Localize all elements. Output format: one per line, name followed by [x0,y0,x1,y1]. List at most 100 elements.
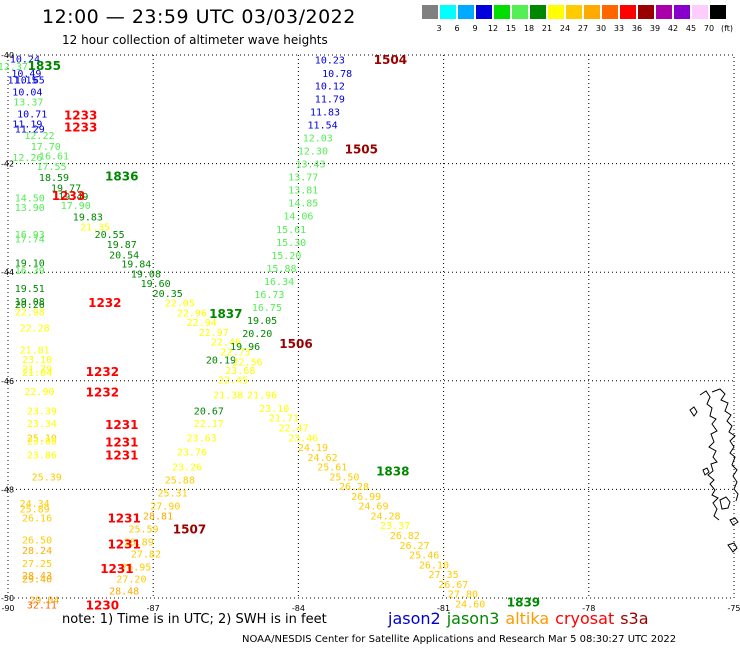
wave-height-value: 25.39 [32,472,62,483]
wave-height-value: 32.11 [27,601,57,612]
wave-height-value: 23.39 [27,407,57,418]
scale-label: 27 [577,24,589,33]
wave-height-value: 29.40 [22,574,52,585]
scale-label: 36 [631,24,643,33]
wave-height-value: 25.46 [409,551,439,562]
scale-swatch [512,5,529,19]
pass-number-label: 1231 [105,436,138,450]
scale-label: 30 [595,24,607,33]
wave-height-value: 13.37 [13,98,43,109]
wave-height-value: 28.43 [22,571,52,582]
pass-labels: 1835123312331836123312321837150612321232… [28,53,541,613]
scale-label: 70 [703,24,715,33]
wave-height-value: 21.38 [213,390,243,401]
wave-height-value: 10.78 [322,69,352,80]
scale-label: (ft) [720,24,734,33]
track-points: 10.2412.3710.4911.1510.6510.0413.3710.71… [0,54,485,611]
wave-height-value: 20.55 [95,230,125,241]
scale-swatch [530,5,547,19]
wave-height-value: 22.96 [177,308,207,319]
wave-height-value: 16.39 [15,266,45,277]
wave-height-value: 12.37 [0,62,28,73]
wave-height-value: 11.19 [12,119,42,130]
legend-altika: altika [505,609,550,628]
scale-swatch [620,5,637,19]
pass-number-label: 1231 [107,512,140,526]
lat-tick-label: -46 [1,377,14,386]
wave-height-value: 22.94 [187,318,217,329]
pass-number-label: 1839 [507,595,540,609]
pass-number-label: 1233 [64,109,97,123]
wave-height-value: 25.59 [128,524,158,535]
legend-cryosat: cryosat [555,609,615,628]
wave-height-value: 28.48 [109,586,139,597]
wave-height-value: 22.45 [218,376,248,387]
wave-height-value: 26.10 [419,560,449,571]
legend-jason2: jason2 [388,609,441,628]
wave-height-value: 26.82 [390,531,420,542]
wave-height-value: 16.93 [15,230,45,241]
wave-height-value: 14.06 [283,212,313,223]
wave-height-value: 20.67 [194,407,224,418]
lon-tick-label: -87 [147,604,160,613]
wave-height-value: 20.35 [153,289,183,300]
wave-height-value: 12.03 [303,134,333,145]
scale-label: 45 [685,24,697,33]
wave-height-value: 27.80 [448,590,478,601]
wave-height-value: 16.61 [39,151,69,162]
wave-height-value: 19.08 [15,297,45,308]
wave-height-value: 25.31 [158,489,188,500]
wave-height-value: 15.61 [276,225,306,236]
wave-height-value: 19.84 [121,260,151,271]
wave-height-value: 20.19 [206,356,236,367]
scale-label: 42 [667,24,679,33]
wave-height-value: 22.98 [15,307,45,318]
pass-number-label: 1232 [86,365,119,379]
legend-s3a: s3a [620,609,649,628]
wave-height-value: 24.69 [358,502,388,513]
wave-height-value: 25.88 [165,476,195,487]
pass-number-label: 1506 [279,337,312,351]
scale-label: 33 [613,24,625,33]
wave-height-value: 19.49 [58,192,88,203]
wave-height-value: 28.81 [143,511,173,522]
wave-height-value: 17.74 [15,235,45,246]
wave-height-value: 17.70 [31,142,61,153]
wave-height-value: 23.68 [225,366,255,377]
axis-ticks: -90 -87 -84 -81 -78 -75 -40 -42 -44 -46 -48 -50 [1,51,740,613]
satellite-legend: jason2 jason3 altika cryosat s3a [388,609,655,628]
wave-height-value: 11.83 [310,107,340,118]
scale-swatch [494,5,511,19]
lat-lon-grid [7,54,735,599]
wave-height-value: 27.82 [131,549,161,560]
wave-height-value: 22.73 [220,347,250,358]
wave-height-value: 22.46 [211,338,241,349]
scale-swatch [422,5,439,19]
wave-height-value: 20.26 [15,300,45,311]
scale-swatch [656,5,673,19]
wave-height-value: 10.65 [15,75,45,86]
wave-height-value: 22.05 [165,299,195,310]
wave-height-value: 10.23 [315,55,345,66]
scale-swatch [476,5,493,19]
wave-height-value: 16.34 [264,277,294,288]
wave-height-value: 17.55 [37,162,67,173]
wave-height-value: 26.89 [124,538,154,549]
wave-height-value: 16.75 [252,303,282,314]
pass-number-label: 1504 [374,53,407,67]
pass-number-label: 1231 [105,418,138,432]
wave-height-value: 27.20 [116,574,146,585]
scale-swatch [584,5,601,19]
lat-tick-label: -50 [1,594,14,603]
wave-height-value: 22.47 [279,423,309,434]
wave-height-value: 27.35 [429,570,459,581]
wave-height-value: 23.76 [177,447,207,458]
wave-height-value: 15.30 [276,238,306,249]
wave-height-value: 25.10 [27,433,57,444]
wave-height-value: 21.81 [20,345,50,356]
lat-tick-label: -44 [1,268,14,277]
wave-height-value: 19.51 [15,284,45,295]
scale-label: 15 [505,24,517,33]
wave-height-value: 19.05 [247,316,277,327]
